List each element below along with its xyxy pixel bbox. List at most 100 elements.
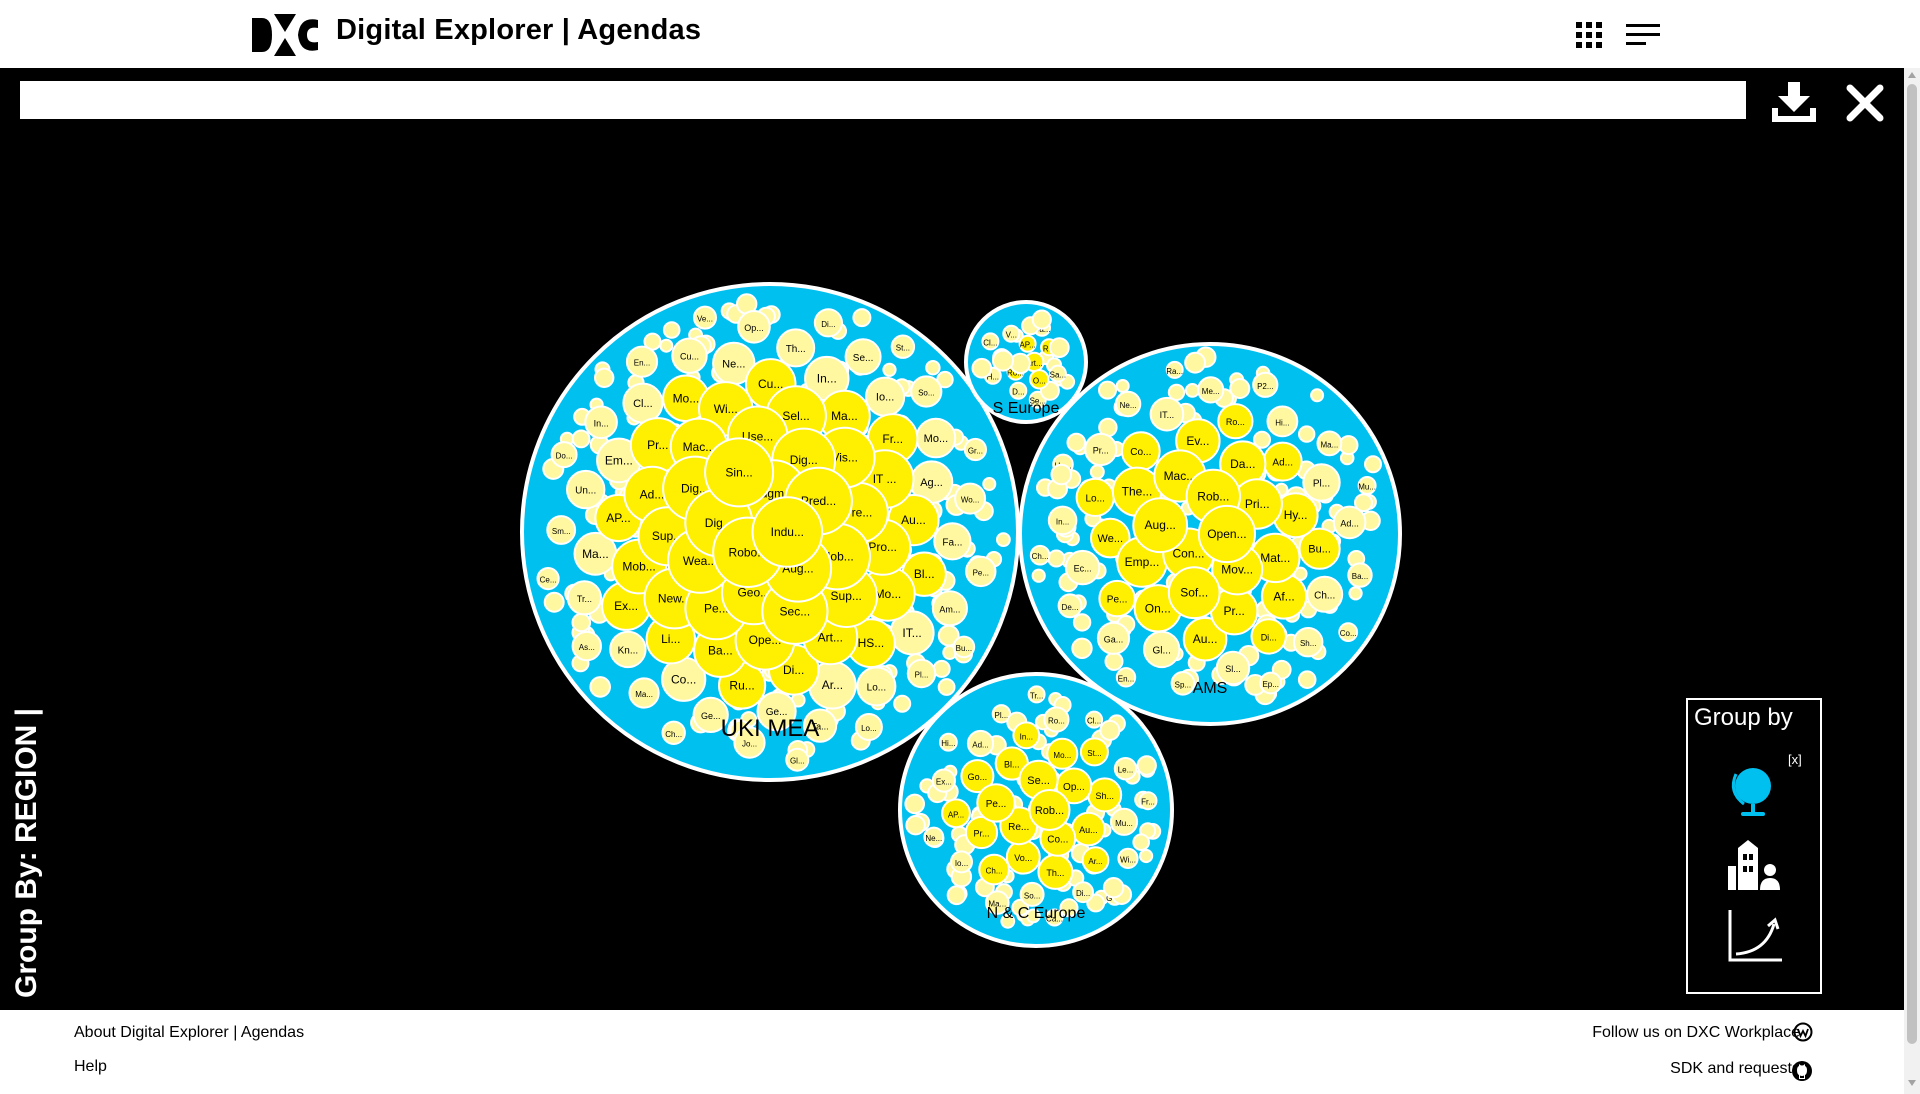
topic-bubble[interactable]	[1266, 405, 1299, 438]
topic-bubble[interactable]	[1215, 650, 1251, 686]
topic-bubble[interactable]	[1114, 390, 1142, 418]
topic-bubble-small[interactable]	[1031, 568, 1046, 583]
topic-bubble[interactable]	[954, 482, 987, 515]
topic-bubble[interactable]	[1182, 616, 1228, 662]
topic-bubble-small[interactable]	[1000, 913, 1016, 929]
topic-bubble[interactable]	[692, 696, 729, 734]
topic-bubble[interactable]	[609, 630, 647, 669]
apps-grid-icon[interactable]	[1576, 22, 1602, 48]
topic-bubble-small[interactable]	[1139, 848, 1154, 864]
topic-bubble-small[interactable]	[1338, 435, 1359, 456]
topic-bubble[interactable]	[1197, 504, 1257, 564]
topic-bubble[interactable]	[923, 826, 945, 848]
topic-bubble-small[interactable]	[925, 360, 941, 376]
topic-bubble[interactable]	[1298, 527, 1341, 570]
topic-bubble[interactable]	[978, 853, 1010, 886]
topic-bubble[interactable]	[1197, 376, 1225, 404]
topic-bubble[interactable]	[991, 704, 1012, 724]
topic-bubble-small[interactable]	[882, 362, 897, 377]
menu-icon[interactable]	[1626, 22, 1660, 48]
topic-bubble[interactable]	[1109, 807, 1139, 836]
topic-bubble-small[interactable]	[1185, 383, 1200, 398]
topic-bubble[interactable]	[785, 747, 810, 772]
topic-bubble[interactable]	[1250, 618, 1287, 655]
topic-bubble[interactable]	[939, 732, 958, 752]
region-group-ams[interactable]: Ra...Mu...Co...En...Ch...Ha...Ep...Sp...…	[1018, 342, 1402, 726]
topic-bubble[interactable]	[566, 580, 603, 616]
topic-bubble[interactable]	[661, 720, 686, 745]
topic-bubble-small[interactable]	[589, 676, 612, 698]
topic-bubble[interactable]	[1217, 403, 1254, 440]
topic-bubble[interactable]	[966, 729, 995, 758]
topic-bubble-small[interactable]	[1089, 464, 1105, 480]
globe-icon[interactable]	[1724, 762, 1782, 820]
topic-bubble-small[interactable]	[1115, 379, 1130, 393]
topic-bubble-small[interactable]	[1047, 549, 1066, 568]
topic-bubble[interactable]	[1085, 710, 1104, 729]
topic-bubble[interactable]	[756, 691, 797, 732]
topic-bubble-small[interactable]	[971, 357, 993, 379]
topic-bubble[interactable]	[1012, 721, 1041, 750]
topic-bubble-small[interactable]	[992, 349, 1014, 372]
topic-bubble[interactable]	[941, 798, 971, 829]
topic-bubble-small[interactable]	[1050, 463, 1073, 486]
topic-bubble[interactable]	[931, 768, 957, 793]
dxc-logo-icon[interactable]	[250, 12, 320, 58]
topic-bubble[interactable]	[733, 726, 766, 759]
growth-curve-icon[interactable]	[1726, 906, 1784, 964]
topic-bubble-small[interactable]	[594, 367, 615, 388]
topic-bubble-small[interactable]	[1098, 380, 1117, 400]
topic-bubble[interactable]	[1316, 430, 1343, 457]
topic-bubble[interactable]	[550, 441, 578, 469]
topic-bubble-small[interactable]	[1184, 351, 1206, 374]
topic-bubble[interactable]	[625, 345, 659, 378]
topic-bubble[interactable]	[1029, 369, 1050, 390]
topic-bubble-small[interactable]	[571, 429, 591, 449]
topic-bubble-small[interactable]	[1132, 833, 1150, 852]
workplace-icon[interactable]	[1793, 1022, 1813, 1042]
topic-bubble-small[interactable]	[936, 370, 954, 389]
topic-bubble[interactable]	[1027, 685, 1046, 704]
region-group-uki-mea[interactable]: Bu... Ce... Gr... Ve... Gl... St... Ch... Do...…	[520, 282, 1020, 782]
topic-bubble[interactable]	[1090, 517, 1131, 559]
topic-bubble[interactable]	[1302, 463, 1341, 502]
topic-bubble[interactable]	[1028, 789, 1071, 831]
topic-bubble[interactable]	[950, 850, 973, 874]
topic-bubble[interactable]	[931, 590, 969, 627]
topic-bubble[interactable]	[933, 522, 972, 561]
topic-bubble-small[interactable]	[1071, 637, 1093, 659]
topic-bubble[interactable]	[1029, 544, 1051, 566]
topic-bubble[interactable]	[1117, 847, 1139, 870]
topic-bubble[interactable]	[960, 759, 995, 794]
topic-bubble[interactable]	[1170, 671, 1196, 696]
topic-bubble[interactable]	[1057, 593, 1083, 619]
topic-bubble[interactable]	[1009, 381, 1028, 400]
topic-bubble[interactable]	[976, 783, 1016, 823]
topic-bubble[interactable]	[985, 890, 1010, 915]
topic-bubble-small[interactable]	[937, 678, 956, 696]
scroll-down-arrow-icon[interactable]	[1908, 1080, 1916, 1086]
topic-bubble[interactable]	[1293, 627, 1324, 658]
topic-bubble[interactable]	[890, 334, 916, 359]
topic-bubble-small[interactable]	[1104, 651, 1124, 671]
scroll-up-arrow-icon[interactable]	[1908, 72, 1916, 78]
topic-bubble-small[interactable]	[852, 308, 872, 328]
topic-bubble-small[interactable]	[1072, 613, 1092, 632]
search-input[interactable]	[20, 81, 1746, 119]
topic-bubble-small[interactable]	[1310, 388, 1325, 403]
topic-bubble[interactable]	[1252, 371, 1279, 398]
topic-bubble[interactable]	[981, 332, 1000, 351]
topic-bubble[interactable]	[1332, 505, 1367, 540]
topic-bubble[interactable]	[671, 337, 708, 374]
github-icon[interactable]	[1791, 1060, 1813, 1082]
topic-bubble[interactable]	[751, 496, 824, 568]
topic-bubble-small[interactable]	[1297, 670, 1317, 690]
topic-bubble[interactable]	[963, 437, 988, 462]
topic-bubble-small[interactable]	[1048, 337, 1070, 359]
page-scrollbar[interactable]	[1904, 68, 1920, 1094]
topic-bubble[interactable]	[776, 328, 816, 368]
topic-bubble[interactable]	[906, 658, 937, 689]
help-link[interactable]: Help	[74, 1058, 107, 1075]
topic-bubble[interactable]	[1165, 360, 1184, 379]
buildings-person-icon[interactable]	[1726, 836, 1782, 892]
